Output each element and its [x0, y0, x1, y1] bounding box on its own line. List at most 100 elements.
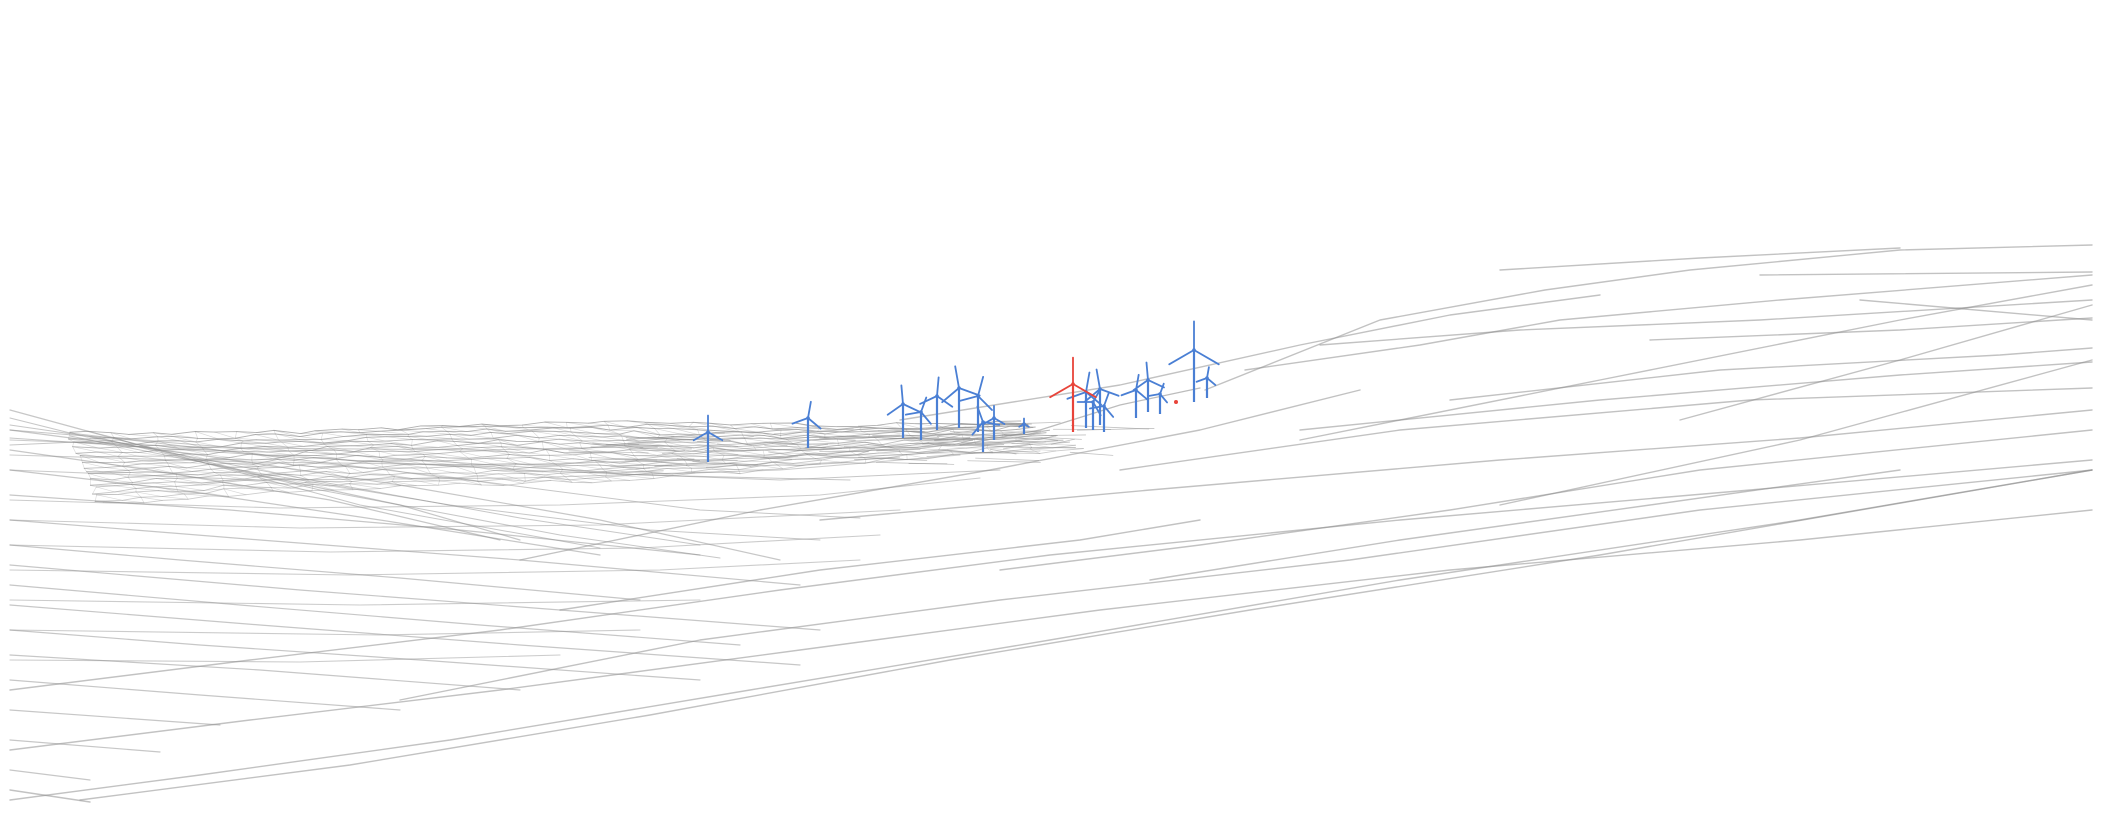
terrain-edge — [244, 480, 268, 483]
terrain-edge — [730, 463, 737, 466]
terrain-edge — [1012, 450, 1041, 454]
terrain-edge — [936, 433, 960, 437]
wind-turbine[interactable] — [791, 400, 822, 448]
wind-turbine-layer[interactable] — [692, 320, 1220, 463]
terrain-edge — [999, 430, 1004, 434]
selected-wind-turbine[interactable] — [1049, 356, 1097, 432]
terrain-edge — [184, 493, 209, 497]
wind-turbine[interactable] — [982, 404, 1006, 440]
terrain-edge — [570, 427, 595, 434]
terrain-edge — [273, 458, 295, 461]
terrain-edge — [83, 429, 1051, 469]
wind-turbine[interactable] — [1089, 391, 1115, 432]
terrain-edge — [778, 449, 802, 451]
terrain-edge — [609, 429, 620, 435]
terrain-edge — [442, 448, 461, 453]
terrain-edge — [81, 461, 85, 469]
wind-turbine[interactable] — [971, 405, 1001, 452]
terrain-edge — [378, 450, 397, 456]
terrain-edge — [529, 429, 533, 432]
terrain-edge — [796, 444, 823, 448]
terrain-edge — [747, 443, 773, 446]
terrain-edge — [446, 430, 472, 436]
terrain-edge — [877, 439, 883, 446]
terrain-edge — [661, 461, 687, 466]
wind-turbine[interactable] — [886, 384, 921, 438]
wind-turbine[interactable] — [1195, 366, 1217, 398]
terrain-edge — [386, 436, 413, 440]
terrain-edge — [9, 509, 901, 529]
terrain-edge — [691, 467, 713, 470]
terrain-edge — [194, 431, 199, 439]
terrain-edge — [780, 429, 804, 433]
terrain-edge — [621, 435, 624, 441]
terrain-edge — [636, 427, 661, 436]
terrain-edge — [861, 431, 893, 433]
terrain-edge — [799, 463, 821, 466]
terrain-edge — [661, 450, 686, 454]
terrain-edge — [837, 441, 866, 444]
terrain-edge — [79, 455, 83, 463]
terrain-edge — [860, 426, 882, 429]
turbine-hub — [957, 386, 961, 390]
terrain-edge — [1009, 425, 1036, 428]
terrain-edge — [622, 439, 626, 444]
turbine-hub — [706, 430, 710, 434]
wind-turbine[interactable] — [1168, 320, 1220, 402]
terrain-edge — [877, 424, 903, 429]
terrain-edge — [397, 428, 427, 431]
terrain-edge — [241, 440, 244, 444]
terrain-edge — [1070, 425, 1150, 430]
terrain-edge — [579, 440, 583, 444]
terrain-edge — [9, 437, 1001, 481]
terrain-edge — [654, 428, 682, 435]
terrain-edge — [864, 459, 867, 464]
terrain-edge — [549, 460, 558, 466]
terrain-edge — [650, 444, 676, 452]
terrain-edge — [713, 430, 742, 433]
terrain-edge — [1046, 443, 1076, 446]
wind-turbine[interactable] — [692, 414, 724, 463]
terrain-edge — [242, 450, 253, 454]
terrain-edge — [381, 466, 413, 469]
terrain-edge — [378, 450, 381, 458]
wind-turbine[interactable] — [1148, 382, 1168, 414]
terrain-edge — [165, 460, 168, 464]
wind-turbine[interactable] — [904, 396, 932, 440]
wind-turbine[interactable] — [1132, 361, 1165, 412]
terrain-edge — [438, 477, 440, 482]
turbine-blade — [1085, 391, 1103, 406]
terrain-edge — [228, 457, 253, 461]
terrain-edge — [686, 465, 692, 469]
terrain-edge — [207, 454, 230, 458]
terrain-edge — [1051, 438, 1075, 445]
wind-turbine[interactable] — [941, 365, 981, 428]
terrain-edge — [610, 445, 631, 451]
terrain-edge — [88, 473, 91, 479]
terrain-edge — [885, 446, 892, 448]
terrain-edge — [515, 440, 543, 443]
terrain-edge — [949, 431, 975, 434]
terrain-edge — [168, 466, 174, 474]
wind-turbine[interactable] — [1066, 371, 1103, 428]
wind-turbine[interactable] — [919, 376, 954, 430]
terrain-edge — [717, 443, 739, 447]
terrain-edge — [843, 445, 875, 449]
turbine-blade — [1159, 393, 1168, 404]
terrain-edge — [99, 462, 123, 467]
terrain-edge — [566, 427, 571, 429]
terrain-edge — [801, 450, 827, 455]
terrain-edge — [454, 466, 477, 474]
terrain-edge — [621, 470, 664, 473]
terrain-edge — [856, 452, 879, 456]
terrain-edge — [394, 476, 420, 482]
terrain-edge — [9, 477, 981, 509]
wind-turbine[interactable] — [1018, 417, 1030, 435]
terrain-edge — [333, 449, 338, 455]
terrain-edge — [359, 432, 368, 435]
terrain-edge — [559, 472, 570, 481]
terrain-edge — [110, 432, 115, 438]
wind-turbine[interactable] — [957, 375, 993, 432]
